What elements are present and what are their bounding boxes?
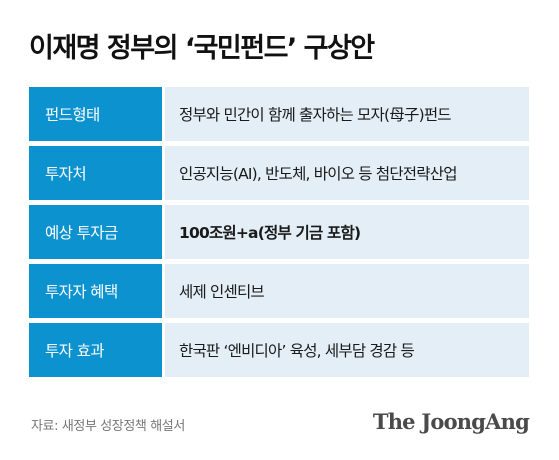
row-label: 펀드형태 [29, 87, 162, 141]
row-label: 투자처 [29, 146, 162, 200]
publisher-logo: The JoongAng [372, 409, 530, 434]
row-value: 100조원+a(정부 기금 포함) [165, 205, 529, 259]
row-value: 한국판 ‘엔비디아’ 육성, 세부담 경감 등 [165, 323, 529, 377]
row-label: 예상 투자금 [29, 205, 162, 259]
table-row-investment-target: 투자처 인공지능(AI), 반도체, 바이오 등 첨단전략산업 [29, 146, 529, 200]
row-value: 정부와 민간이 함께 출자하는 모자(母子)펀드 [165, 87, 529, 141]
source-note: 자료: 새정부 성장정책 해설서 [31, 419, 185, 434]
infographic-title: 이재명 정부의 ‘국민펀드’ 구상안 [29, 33, 375, 64]
row-value: 인공지능(AI), 반도체, 바이오 등 첨단전략산업 [165, 146, 529, 200]
table-row-investor-benefit: 투자자 혜택 세제 인센티브 [29, 264, 529, 318]
policy-table: 펀드형태 정부와 민간이 함께 출자하는 모자(母子)펀드 투자처 인공지능(A… [29, 87, 529, 382]
table-row-investment-effect: 투자 효과 한국판 ‘엔비디아’ 육성, 세부담 경감 등 [29, 323, 529, 377]
row-label: 투자 효과 [29, 323, 162, 377]
row-value: 세제 인센티브 [165, 264, 529, 318]
row-label: 투자자 혜택 [29, 264, 162, 318]
table-row-expected-amount: 예상 투자금 100조원+a(정부 기금 포함) [29, 205, 529, 259]
table-row-fund-type: 펀드형태 정부와 민간이 함께 출자하는 모자(母子)펀드 [29, 87, 529, 141]
